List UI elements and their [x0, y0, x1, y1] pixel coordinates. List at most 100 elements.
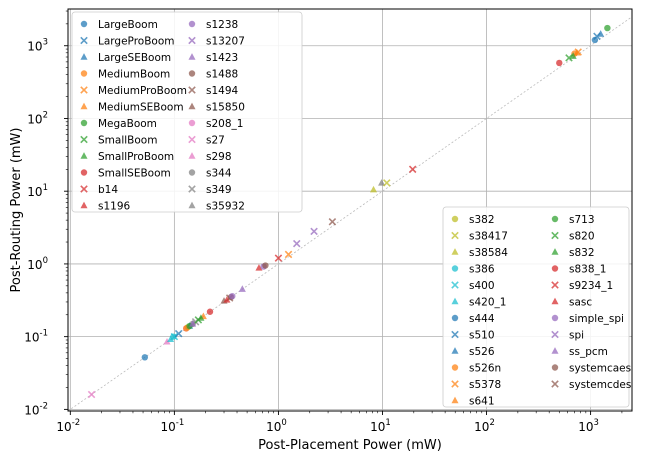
data-point-ss_pcm — [189, 320, 197, 327]
legend-label-s35932: s35932 — [206, 201, 245, 213]
legend-marker-s15850 — [188, 102, 196, 110]
legend-label-s13207: s13207 — [206, 36, 245, 48]
legend-marker-SmallProBoom — [80, 152, 88, 159]
legend-marker-LargeSEBoom — [80, 53, 88, 60]
legend-label-s27: s27 — [206, 135, 225, 147]
data-point-spi — [292, 239, 301, 248]
data-point-SmallProBoom — [569, 52, 577, 59]
legend-label-s1488: s1488 — [206, 69, 238, 81]
legend-marker-sasc — [551, 297, 559, 305]
data-point-systemcaes — [262, 262, 269, 269]
legend-label-s15850: s15850 — [206, 102, 245, 114]
legend-marker-s386 — [451, 265, 459, 272]
legend-marker-spi — [551, 330, 559, 339]
data-point-s420_1 — [167, 335, 175, 343]
legend-box — [71, 11, 303, 213]
legend-marker-s526n — [451, 364, 459, 371]
data-point-s38417 — [383, 179, 391, 187]
data-point-LargeSEBoom — [597, 30, 605, 37]
legend-label-s838_1: s838_1 — [569, 264, 606, 276]
y-tick-label: 101 — [27, 183, 48, 199]
legend-marker-s641 — [451, 396, 459, 404]
legend-marker-SmallBoom — [80, 135, 88, 144]
legend-marker-b14 — [80, 185, 88, 193]
legend-label-systemcaes: systemcaes — [569, 363, 631, 375]
legend-label-s526: s526 — [469, 346, 495, 358]
y-tick-label: 100 — [27, 256, 48, 272]
legend-marker-s510 — [451, 330, 459, 339]
legend-label-sasc: sasc — [569, 297, 592, 309]
legend-label-s420_1: s420_1 — [469, 297, 506, 309]
y-tick-label: 102 — [27, 110, 48, 126]
legend-label-s9234_1: s9234_1 — [569, 280, 613, 292]
data-point-s510 — [174, 329, 183, 338]
legend-label-s38584: s38584 — [469, 247, 508, 259]
y-axis-label: Post-Routing Power (mW) — [9, 128, 24, 293]
y-tick-label: 10-2 — [24, 401, 48, 417]
legend-label-MediumProBoom: MediumProBoom — [98, 85, 187, 97]
data-point-s13207 — [310, 227, 318, 236]
legend-marker-MediumSEBoom — [80, 102, 88, 110]
legend-label-LargeProBoom: LargeProBoom — [98, 36, 174, 48]
legend-label-LargeBoom: LargeBoom — [98, 19, 158, 31]
data-point-MediumSEBoom — [573, 48, 581, 56]
legend-marker-s838_1 — [551, 265, 559, 272]
legend-marker-LargeProBoom — [80, 36, 88, 45]
x-tick-label: 10-2 — [56, 418, 80, 434]
legend-marker-SmallSEBoom — [80, 169, 88, 176]
legend-marker-s35932 — [188, 201, 196, 209]
legend-label-s713: s713 — [569, 214, 595, 226]
legend-label-s344: s344 — [206, 168, 232, 180]
x-tick-label: 103 — [578, 418, 599, 434]
legend-marker-s5378 — [451, 380, 459, 388]
legend-marker-MegaBoom — [80, 119, 88, 127]
legend-label-SmallSEBoom: SmallSEBoom — [98, 168, 171, 180]
legend-label-s1494: s1494 — [206, 85, 239, 97]
data-point-MegaBoom — [604, 24, 611, 32]
data-point-s444 — [141, 354, 149, 361]
legend-marker-s208_1 — [188, 119, 196, 127]
legend-marker-s38584 — [451, 248, 459, 255]
data-point-simple_spi — [229, 292, 236, 300]
legend-marker-s400 — [451, 281, 459, 289]
legend-marker-s1423 — [188, 53, 196, 60]
x-tick-label: 101 — [370, 418, 391, 434]
x-tick-label: 100 — [266, 418, 287, 434]
legend-label-s386: s386 — [469, 264, 495, 276]
plot-frame — [67, 8, 633, 412]
legend-label-s38417: s38417 — [469, 231, 508, 243]
legend-label-s1238: s1238 — [206, 19, 238, 31]
legend-marker-MediumBoom — [80, 70, 88, 77]
data-point-s35932 — [378, 179, 386, 186]
legend-label-s526n: s526n — [469, 363, 501, 375]
legend-marker-MediumProBoom — [80, 86, 88, 94]
data-points — [87, 24, 611, 399]
legend-label-s400: s400 — [469, 280, 495, 292]
legend-label-s382: s382 — [469, 214, 495, 226]
legend-label-s444: s444 — [469, 313, 495, 325]
legend-label-s5378: s5378 — [469, 379, 501, 391]
x-tick-label: 102 — [474, 418, 495, 434]
data-point-s27 — [87, 390, 96, 399]
legend-marker-systemcaes — [551, 364, 559, 371]
legend-label-s832: s832 — [569, 247, 595, 259]
legend-label-ss_pcm: ss_pcm — [569, 346, 608, 358]
legend-marker-simple_spi — [551, 314, 559, 322]
legend-marker-s9234_1 — [551, 281, 559, 289]
data-point-LargeBoom — [591, 36, 599, 44]
reference-line — [67, 16, 633, 412]
legend-label-SmallBoom: SmallBoom — [98, 135, 157, 147]
legend-label-s349: s349 — [206, 184, 232, 196]
legend-marker-s298 — [188, 152, 196, 159]
legend-box — [442, 206, 630, 408]
legend-marker-s13207 — [188, 36, 196, 45]
legend-label-s820: s820 — [569, 231, 595, 243]
x-axis-label: Post-Placement Power (mW) — [258, 438, 442, 453]
data-point-s9234_1 — [274, 254, 283, 262]
legend-label-s641: s641 — [469, 396, 495, 408]
legend-label-MediumBoom: MediumBoom — [98, 69, 170, 81]
data-point-s838_1 — [206, 308, 214, 315]
legend-marker-ss_pcm — [551, 347, 559, 354]
legend-marker-s526 — [451, 347, 459, 354]
